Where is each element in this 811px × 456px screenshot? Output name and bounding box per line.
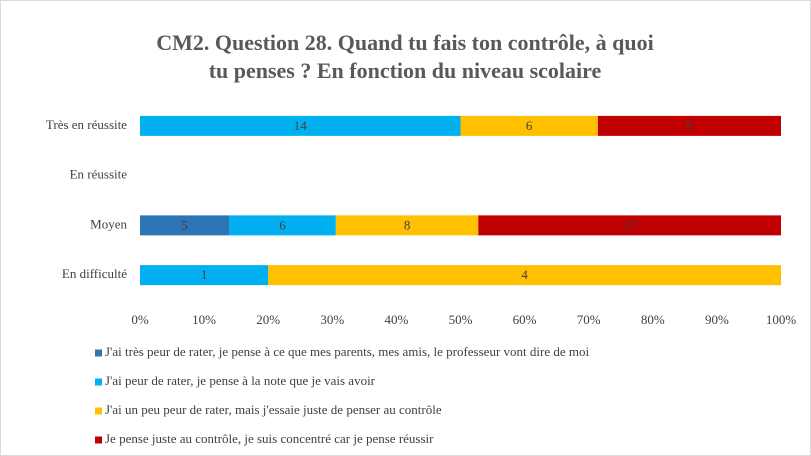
data-label: 8	[686, 118, 693, 133]
data-label: 6	[279, 217, 286, 232]
legend-swatch	[95, 349, 102, 357]
bar-segment	[140, 265, 269, 286]
legend-label: J'ai très peur de rater, je pense à ce q…	[105, 344, 589, 359]
data-label: 8	[404, 217, 411, 232]
bar-segment	[478, 215, 781, 236]
x-tick-label: 90%	[705, 312, 729, 327]
x-tick-label: 100%	[766, 312, 797, 327]
bar-segment	[335, 215, 479, 236]
x-tick-label: 60%	[513, 312, 537, 327]
y-tick-label: En difficulté	[62, 266, 127, 281]
x-tick-label: 50%	[449, 312, 473, 327]
legend-label: J'ai un peu peur de rater, mais j'essaie…	[105, 402, 442, 417]
legend-swatch	[95, 436, 102, 444]
data-label: 14	[294, 118, 308, 133]
data-label: 5	[181, 217, 188, 232]
data-label: 17	[623, 217, 637, 232]
data-label: 4	[521, 267, 528, 282]
x-tick-label: 10%	[192, 312, 216, 327]
legend-swatch	[95, 378, 102, 386]
data-label: 6	[526, 118, 533, 133]
bar-segment	[460, 115, 598, 136]
x-tick-label: 80%	[641, 312, 665, 327]
bar-segment	[597, 115, 781, 136]
legend-swatch	[95, 407, 102, 415]
data-label: 1	[201, 267, 208, 282]
x-tick-label: 40%	[384, 312, 408, 327]
x-tick-label: 30%	[320, 312, 344, 327]
x-tick-label: 20%	[256, 312, 280, 327]
x-tick-label: 0%	[131, 312, 149, 327]
legend-label: Je pense juste au contrôle, je suis conc…	[105, 431, 434, 446]
legend-label: J'ai peur de rater, je pense à la note q…	[105, 373, 376, 388]
y-tick-label: En réussite	[70, 167, 128, 182]
x-tick-label: 70%	[577, 312, 601, 327]
bar-segment	[140, 215, 230, 236]
bar-segment	[140, 115, 461, 136]
y-tick-label: Très en réussite	[46, 117, 127, 132]
bar-segment	[268, 265, 781, 286]
chart-title: CM2. Question 28. Quand tu fais ton cont…	[156, 30, 654, 83]
bar-segment	[229, 215, 336, 236]
y-tick-label: Moyen	[90, 216, 127, 231]
